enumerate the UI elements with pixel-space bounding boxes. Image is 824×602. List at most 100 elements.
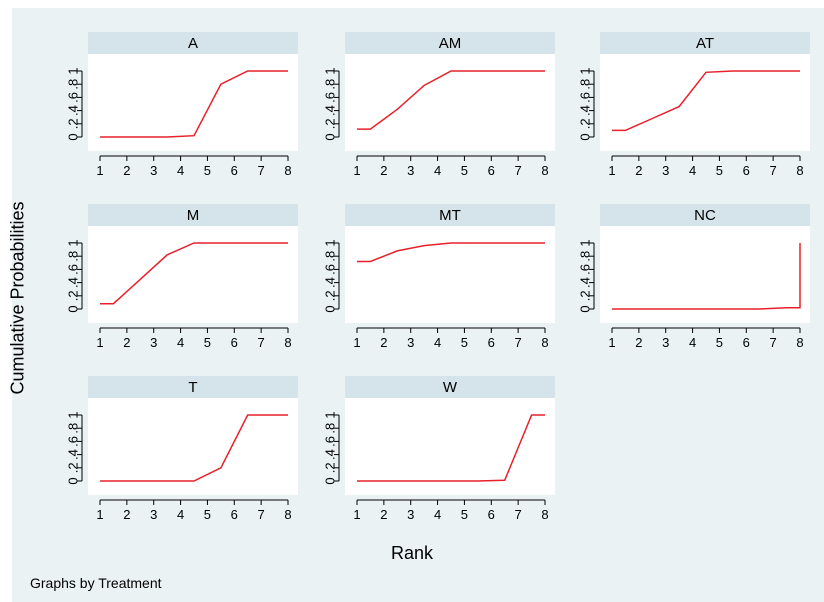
panel-title: W [443,379,458,396]
y-tick-label: 0 [578,133,593,140]
panel-m: M 0 .2 .4 .6 .8 1 1 2 3 4 5 6 7 8 [66,204,298,350]
y-tick-label: .4 [323,449,338,460]
y-tick-label: .4 [323,105,338,116]
x-tick-label: 5 [461,163,468,178]
y-tick-label: .4 [66,449,81,460]
x-tick-label: 8 [796,163,803,178]
y-tick-label: .8 [578,79,593,90]
x-tick-label: 3 [150,507,157,522]
x-tick-label: 8 [541,507,548,522]
y-tick-label: 1 [66,67,81,74]
x-tick-label: 8 [284,335,291,350]
y-tick-label: 1 [323,239,338,246]
x-tick-label: 6 [231,335,238,350]
y-tick-label: .8 [66,251,81,262]
x-tick-label: 2 [635,163,642,178]
panel-title: MT [439,207,461,224]
x-axis-label: Rank [390,543,434,563]
y-tick-label: .4 [66,105,81,116]
x-tick-label: 6 [743,335,750,350]
x-tick-label: 2 [123,163,130,178]
y-tick-label: .2 [323,290,338,301]
y-tick-label: .6 [66,92,81,103]
y-tick-label: 1 [578,67,593,74]
x-tick-label: 5 [716,335,723,350]
y-tick-label: 0 [66,133,81,140]
series-line [357,414,545,482]
plot-area [88,398,298,495]
x-tick-label: 1 [96,507,103,522]
y-tick-label: 1 [323,411,338,418]
x-tick-label: 5 [204,507,211,522]
y-tick-label: 0 [323,133,338,140]
y-tick-label: .4 [578,105,593,116]
panel-w: W 0 .2 .4 .6 .8 1 1 2 3 4 5 6 7 8 [323,376,555,522]
x-tick-label: 6 [488,507,495,522]
panel-at: AT 0 .2 .4 .6 .8 1 1 2 3 4 5 6 7 8 [578,32,810,178]
x-tick-label: 7 [258,163,265,178]
y-tick-label: 1 [66,411,81,418]
y-tick-label: .8 [323,423,338,434]
x-tick-label: 4 [434,335,441,350]
series-line [612,70,800,132]
x-tick-label: 4 [434,163,441,178]
x-tick-label: 7 [515,335,522,350]
series-line [100,242,288,305]
panel-title: NC [694,207,716,224]
y-tick-label: .4 [578,277,593,288]
series-line [100,70,288,138]
x-tick-label: 8 [541,335,548,350]
x-tick-label: 2 [123,507,130,522]
x-tick-label: 5 [716,163,723,178]
x-tick-label: 4 [177,163,184,178]
y-tick-label: 0 [66,305,81,312]
x-tick-label: 7 [770,163,777,178]
x-tick-label: 7 [258,507,265,522]
x-tick-label: 1 [353,163,360,178]
y-tick-label: .6 [323,264,338,275]
y-tick-label: 1 [578,239,593,246]
y-tick-label: .8 [66,423,81,434]
figure-note: Graphs by Treatment [30,575,162,591]
x-tick-label: 7 [515,163,522,178]
x-tick-label: 6 [231,163,238,178]
panel-nc: NC 0 .2 .4 .6 .8 1 1 2 3 4 5 6 7 8 [578,204,810,350]
y-tick-label: .6 [578,92,593,103]
panel-header [600,32,810,54]
x-tick-label: 1 [608,163,615,178]
series-line [357,70,545,130]
y-tick-label: .6 [323,92,338,103]
series-line [100,414,288,482]
y-tick-label: 0 [578,305,593,312]
x-tick-label: 2 [380,335,387,350]
y-tick-label: 0 [323,305,338,312]
panel-t: T 0 .2 .4 .6 .8 1 1 2 3 4 5 6 7 8 [66,376,298,522]
x-tick-label: 3 [150,163,157,178]
panel-header [600,204,810,226]
y-tick-label: .8 [578,251,593,262]
x-tick-label: 1 [96,335,103,350]
x-tick-label: 8 [541,163,548,178]
y-tick-label: .6 [66,436,81,447]
x-tick-label: 3 [407,163,414,178]
series-line [357,242,545,263]
panel-am: AM 0 .2 .4 .6 .8 1 1 2 3 4 5 6 7 8 [323,32,555,178]
x-tick-label: 5 [461,507,468,522]
x-tick-label: 8 [796,335,803,350]
panel-title: A [188,35,198,52]
y-tick-label: .8 [323,251,338,262]
x-tick-label: 3 [407,335,414,350]
x-tick-label: 4 [689,163,696,178]
y-tick-label: .6 [66,264,81,275]
y-tick-label: .2 [323,462,338,473]
plot-area [88,226,298,323]
x-tick-label: 8 [284,163,291,178]
x-tick-label: 2 [380,163,387,178]
x-tick-label: 1 [96,163,103,178]
panel-header [88,32,298,54]
x-tick-label: 3 [662,163,669,178]
x-tick-label: 1 [608,335,615,350]
figure-background: A 0.2.4.6.8 1 1 2 3 4 5 6 7 8 AM 0.2.4.6.8 1 1 2 3 4 5 6 7 8 A… [8,8,824,602]
y-tick-label: 0 [323,477,338,484]
y-tick-label: .2 [323,118,338,129]
